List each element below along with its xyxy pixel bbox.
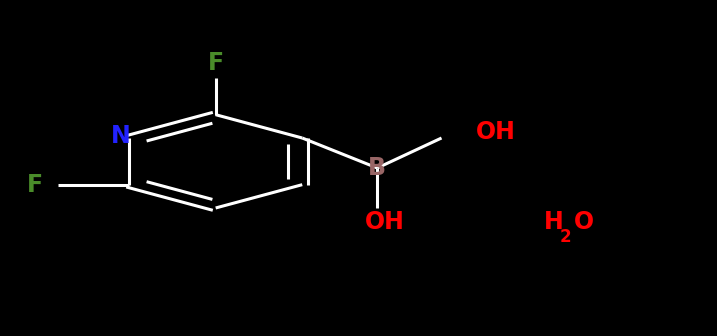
- Text: OH: OH: [364, 210, 404, 234]
- Text: 2: 2: [560, 228, 571, 246]
- Text: H: H: [544, 210, 564, 234]
- Text: O: O: [574, 210, 594, 234]
- Text: OH: OH: [476, 120, 516, 144]
- Text: F: F: [27, 173, 43, 197]
- Text: B: B: [369, 156, 386, 180]
- Text: F: F: [208, 51, 224, 75]
- Text: N: N: [110, 124, 130, 148]
